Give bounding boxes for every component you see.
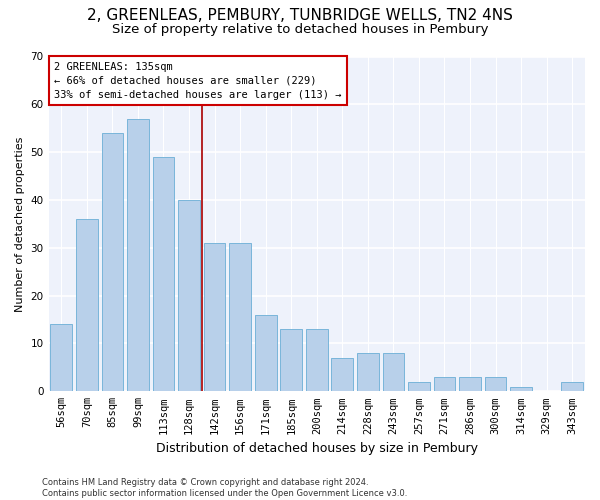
Bar	[562, 382, 583, 392]
Bar	[280, 329, 302, 392]
Y-axis label: Number of detached properties: Number of detached properties	[15, 136, 25, 312]
Bar	[127, 118, 149, 392]
Bar	[408, 382, 430, 392]
Bar	[459, 377, 481, 392]
Bar	[50, 324, 72, 392]
Bar	[357, 353, 379, 392]
Bar	[76, 219, 98, 392]
Bar	[178, 200, 200, 392]
Bar	[434, 377, 455, 392]
Text: Contains HM Land Registry data © Crown copyright and database right 2024.
Contai: Contains HM Land Registry data © Crown c…	[42, 478, 407, 498]
Bar	[331, 358, 353, 392]
Bar	[383, 353, 404, 392]
Bar	[204, 243, 226, 392]
X-axis label: Distribution of detached houses by size in Pembury: Distribution of detached houses by size …	[156, 442, 478, 455]
Bar	[101, 133, 123, 392]
Text: Size of property relative to detached houses in Pembury: Size of property relative to detached ho…	[112, 22, 488, 36]
Bar	[255, 315, 277, 392]
Bar	[152, 157, 175, 392]
Bar	[229, 243, 251, 392]
Bar	[510, 386, 532, 392]
Text: 2, GREENLEAS, PEMBURY, TUNBRIDGE WELLS, TN2 4NS: 2, GREENLEAS, PEMBURY, TUNBRIDGE WELLS, …	[87, 8, 513, 22]
Text: 2 GREENLEAS: 135sqm
← 66% of detached houses are smaller (229)
33% of semi-detac: 2 GREENLEAS: 135sqm ← 66% of detached ho…	[54, 62, 341, 100]
Bar	[485, 377, 506, 392]
Bar	[306, 329, 328, 392]
